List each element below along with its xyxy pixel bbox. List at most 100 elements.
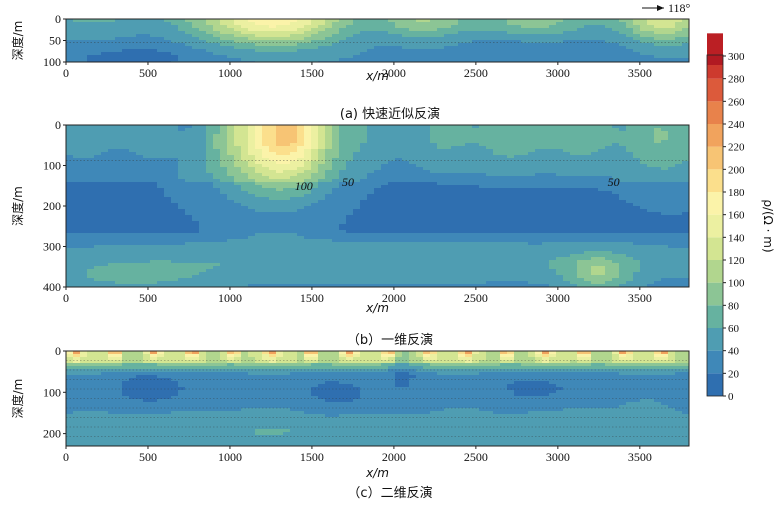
field-cell [199, 233, 207, 237]
field-cell [234, 218, 242, 222]
field-cell [458, 152, 466, 156]
field-cell [451, 167, 459, 171]
field-cell [248, 239, 256, 243]
field-cell [136, 197, 144, 201]
field-cell [395, 146, 403, 150]
field-cell [388, 52, 396, 56]
field-cell [171, 43, 179, 47]
field-cell [199, 230, 207, 234]
field-cell [612, 125, 620, 129]
field-cell [381, 182, 389, 186]
field-cell [500, 182, 508, 186]
field-cell [451, 176, 459, 180]
field-cell [535, 31, 543, 35]
field-cell [269, 152, 277, 156]
field-cell [388, 215, 396, 219]
field-cell [290, 170, 298, 174]
field-cell [122, 55, 130, 59]
field-cell [73, 212, 81, 216]
field-cell [535, 143, 543, 147]
field-cell [654, 209, 662, 213]
field-cell [115, 218, 123, 222]
field-cell [353, 236, 361, 240]
field-cell [108, 49, 116, 53]
field-cell [409, 221, 417, 225]
field-cell [122, 167, 130, 171]
field-cell [129, 170, 137, 174]
field-cell [493, 245, 501, 249]
field-cell [577, 239, 585, 243]
field-cell [675, 146, 683, 150]
field-cell [598, 227, 606, 231]
field-cell [241, 52, 249, 56]
field-cell [262, 194, 270, 198]
field-cell [570, 37, 578, 41]
field-cell [80, 28, 88, 32]
field-cell [542, 203, 550, 207]
field-cell [577, 224, 585, 228]
field-cell [283, 134, 291, 138]
field-cell [122, 221, 130, 225]
field-cell [255, 43, 263, 47]
field-cell [192, 176, 200, 180]
field-cell [598, 143, 606, 147]
field-cell [360, 152, 368, 156]
field-cell [647, 140, 655, 144]
field-cell [360, 37, 368, 41]
field-cell [521, 206, 529, 210]
field-cell [612, 227, 620, 231]
field-cell [451, 137, 459, 141]
field-cell [486, 179, 494, 183]
field-cell [332, 131, 340, 135]
field-cell [507, 137, 515, 141]
field-cell [290, 239, 298, 243]
field-cell [164, 43, 172, 47]
field-cell [514, 128, 522, 132]
field-cell [311, 46, 319, 50]
field-cell [255, 185, 263, 189]
field-cell [283, 170, 291, 174]
field-cell [500, 191, 508, 195]
field-cell [87, 34, 95, 38]
field-cell [668, 167, 676, 171]
field-cell [570, 200, 578, 204]
field-cell [311, 131, 319, 135]
field-cell [262, 245, 270, 249]
field-cell [647, 146, 655, 150]
field-cell [248, 143, 256, 147]
field-cell [318, 37, 326, 41]
field-cell [465, 158, 473, 162]
field-cell [563, 170, 571, 174]
field-cell [563, 203, 571, 207]
field-cell [325, 194, 333, 198]
field-cell [150, 197, 158, 201]
field-cell [514, 173, 522, 177]
field-cell [423, 179, 431, 183]
field-cell [584, 215, 592, 219]
field-cell [262, 125, 270, 129]
field-cell [220, 212, 228, 216]
field-cell [633, 140, 641, 144]
field-cell [598, 173, 606, 177]
field-cell [654, 176, 662, 180]
field-cell [535, 167, 543, 171]
field-cell [654, 37, 662, 41]
field-cell [682, 34, 689, 38]
field-cell [290, 155, 298, 159]
field-cell [108, 245, 116, 249]
field-cell [143, 43, 151, 47]
field-cell [640, 49, 648, 53]
field-cell [276, 227, 284, 231]
field-cell [108, 128, 116, 132]
field-cell [108, 22, 116, 26]
field-cell [570, 28, 578, 32]
field-cell [654, 161, 662, 165]
field-cell [535, 230, 543, 234]
field-cell [563, 49, 571, 53]
field-cell [626, 37, 634, 41]
field-cell [171, 46, 179, 50]
field-cell [416, 143, 424, 147]
field-cell [73, 34, 81, 38]
field-cell [458, 197, 466, 201]
field-cell [255, 25, 263, 29]
